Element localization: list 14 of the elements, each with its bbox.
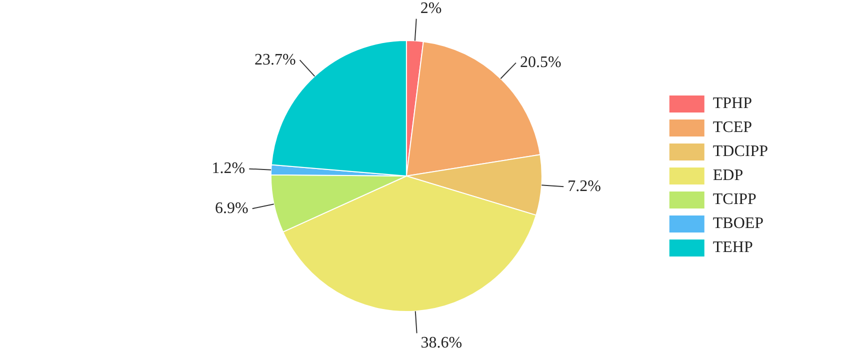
legend-label: TPHP xyxy=(712,95,752,112)
legend-label: TCEP xyxy=(712,119,752,136)
legend-label: TDCIPP xyxy=(712,143,768,160)
data-label: 6.9% xyxy=(215,200,248,217)
legend-label: TEHP xyxy=(712,239,753,256)
legend-label: EDP xyxy=(712,167,744,184)
legend-label: TCIPP xyxy=(712,191,757,208)
data-label: 20.5% xyxy=(520,54,562,72)
data-label: 7.2% xyxy=(568,178,601,195)
data-label: 23.7% xyxy=(254,51,296,68)
data-label: 2% xyxy=(420,0,442,18)
legend-label: TBOEP xyxy=(712,215,764,232)
data-label: 1.2% xyxy=(212,160,246,178)
data-label: 38.6% xyxy=(420,334,462,352)
